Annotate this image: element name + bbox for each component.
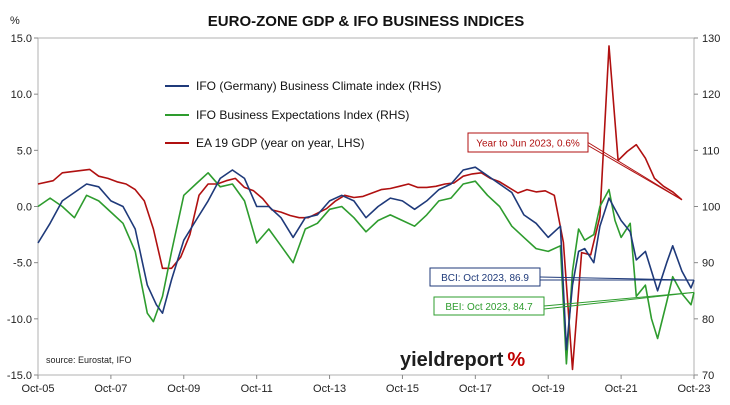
legend-label-ifo-business-climate: IFO (Germany) Business Climate index (RH… bbox=[196, 79, 441, 93]
right-axis-tick-label: 80 bbox=[702, 314, 714, 326]
yieldreport-logo: yieldreport% bbox=[400, 349, 525, 371]
x-axis-tick-label: Oct-15 bbox=[386, 383, 419, 395]
source-note: source: Eurostat, IFO bbox=[46, 355, 132, 365]
annotation-label-gdp: Year to Jun 2023, 0.6% bbox=[476, 139, 580, 150]
logo-wordmark: yieldreport bbox=[400, 349, 504, 371]
x-axis-tick-label: Oct-11 bbox=[241, 383, 273, 395]
x-axis-tick-label: Oct-17 bbox=[459, 383, 492, 395]
right-axis-tick-label: 70 bbox=[702, 370, 714, 382]
left-axis-tick-label: 5.0 bbox=[17, 145, 32, 157]
left-axis-tick-label: 0.0 bbox=[17, 202, 32, 214]
left-axis-unit-label: % bbox=[10, 15, 20, 27]
left-axis-tick-label: -10.0 bbox=[7, 314, 32, 326]
left-axis-tick-label: 10.0 bbox=[11, 89, 32, 101]
right-axis-tick-label: 130 bbox=[702, 33, 720, 45]
x-axis-tick-label: Oct-21 bbox=[605, 383, 638, 395]
left-axis-tick-label: -15.0 bbox=[7, 370, 32, 382]
x-axis-tick-label: Oct-09 bbox=[167, 383, 200, 395]
left-axis-tick-label: -5.0 bbox=[13, 258, 32, 270]
annotation-label-bei: BEI: Oct 2023, 84.7 bbox=[445, 302, 533, 313]
x-axis-tick-label: Oct-07 bbox=[94, 383, 127, 395]
x-axis-tick-label: Oct-23 bbox=[677, 383, 710, 395]
annotation-label-bci: BCI: Oct 2023, 86.9 bbox=[441, 273, 529, 284]
legend-label-ea19-gdp: EA 19 GDP (year on year, LHS) bbox=[196, 136, 365, 150]
x-axis-tick-label: Oct-19 bbox=[532, 383, 565, 395]
right-axis-tick-label: 100 bbox=[702, 202, 720, 214]
x-axis-tick-label: Oct-13 bbox=[313, 383, 346, 395]
legend-label-ifo-business-expectations: IFO Business Expectations Index (RHS) bbox=[196, 108, 409, 122]
chart-title: EURO-ZONE GDP & IFO BUSINESS INDICES bbox=[208, 13, 524, 30]
right-axis-tick-label: 120 bbox=[702, 89, 720, 101]
x-axis-tick-label: Oct-05 bbox=[21, 383, 54, 395]
logo-text: yieldreport% bbox=[400, 349, 525, 371]
right-axis-tick-label: 110 bbox=[702, 145, 720, 157]
left-axis-tick-label: 15.0 bbox=[11, 33, 32, 45]
logo-percent-symbol: % bbox=[507, 349, 525, 371]
right-axis-tick-label: 90 bbox=[702, 258, 714, 270]
